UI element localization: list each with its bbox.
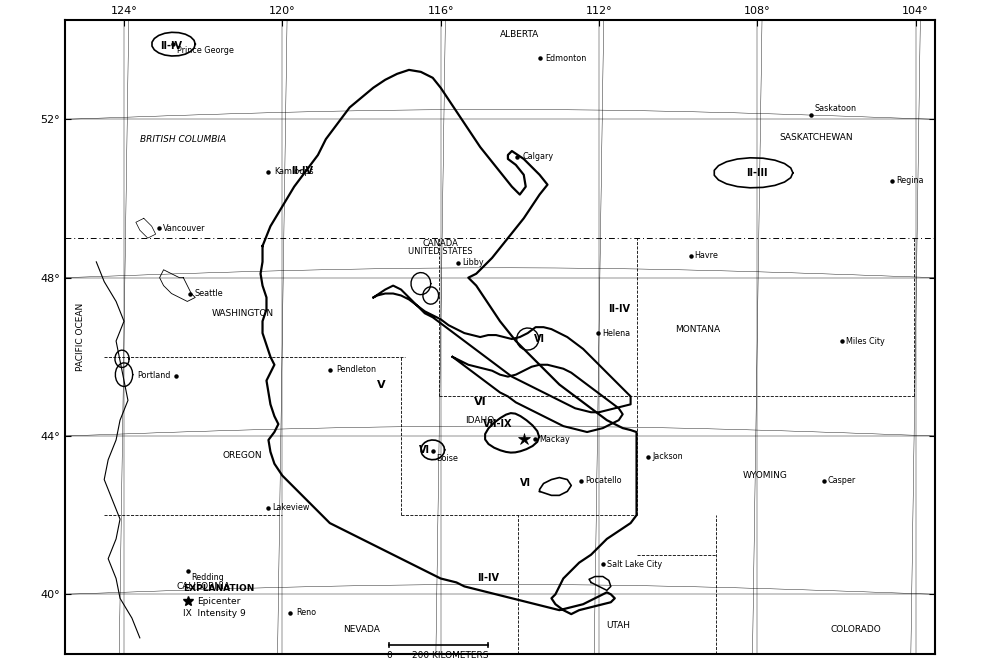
Text: Lakeview: Lakeview [272,503,310,512]
Text: Portland: Portland [137,372,170,380]
Text: SASKATCHEWAN: SASKATCHEWAN [780,133,853,142]
Text: Boise: Boise [437,454,459,463]
Text: Pendleton: Pendleton [336,366,376,374]
Text: VI: VI [474,398,487,408]
Text: Kamloops: Kamloops [274,167,314,176]
Text: VI: VI [520,478,531,488]
Text: II-III: II-III [747,168,768,178]
Text: CANADA: CANADA [423,238,459,248]
Text: II-IV: II-IV [477,573,499,583]
Text: OREGON: OREGON [223,452,263,460]
Text: WYOMING: WYOMING [743,471,788,480]
Text: ALBERTA: ALBERTA [500,30,539,39]
Text: Epicenter: Epicenter [197,597,241,606]
Text: Calgary: Calgary [523,153,554,161]
Text: Mackay: Mackay [539,435,570,444]
Text: V: V [377,380,386,390]
Text: Miles City: Miles City [846,336,885,346]
Text: BRITISH COLUMBIA: BRITISH COLUMBIA [140,135,226,144]
Text: NEVADA: NEVADA [343,625,380,635]
Text: IX  Intensity 9: IX Intensity 9 [183,609,246,618]
Text: EXPLANATION: EXPLANATION [183,584,255,593]
Text: Pocatello: Pocatello [585,476,622,486]
Text: VI: VI [534,334,545,344]
Text: Casper: Casper [828,476,856,486]
Text: Regina: Regina [896,176,923,185]
Text: Vancouver: Vancouver [163,224,205,232]
Text: IDAHO: IDAHO [466,416,495,425]
Text: UNITED STATES: UNITED STATES [408,248,473,256]
Text: 0: 0 [386,651,392,660]
Text: PACIFIC OCEAN: PACIFIC OCEAN [76,303,85,371]
Text: II-IV: II-IV [291,166,313,176]
Text: Salt Lake City: Salt Lake City [607,559,662,569]
Text: VII-IX: VII-IX [483,419,513,429]
Text: Libby: Libby [462,258,484,267]
Text: CALIFORNIA: CALIFORNIA [176,582,230,591]
Text: II-IV: II-IV [160,41,182,51]
Text: Redding: Redding [192,573,224,582]
Text: 200 KILOMETERS: 200 KILOMETERS [412,651,488,660]
Text: II-IV: II-IV [608,304,630,314]
Text: WASHINGTON: WASHINGTON [212,309,274,318]
Text: Jackson: Jackson [652,452,683,461]
Text: UTAH: UTAH [607,621,631,631]
Text: Seattle: Seattle [194,289,223,298]
Text: Reno: Reno [296,609,316,617]
Text: Havre: Havre [695,251,719,260]
Text: Edmonton: Edmonton [546,53,587,63]
Text: VI: VI [419,445,430,455]
Text: Prince George: Prince George [177,46,234,55]
Text: Helena: Helena [602,328,630,338]
Text: COLORADO: COLORADO [831,625,882,635]
Text: Saskatoon: Saskatoon [815,104,857,113]
Text: MONTANA: MONTANA [675,324,720,334]
